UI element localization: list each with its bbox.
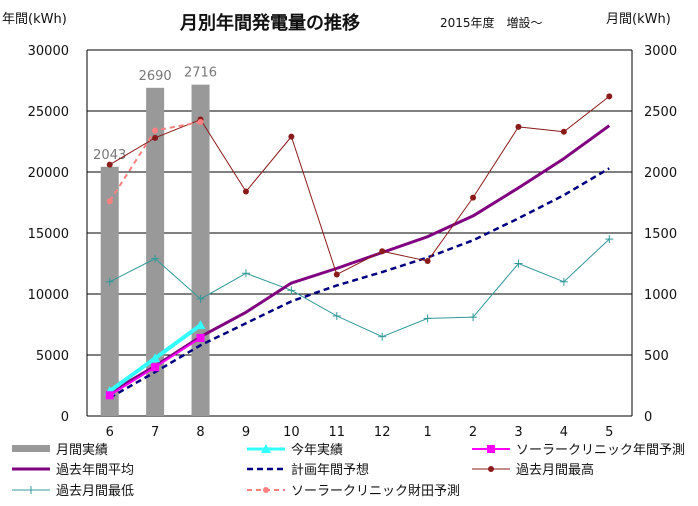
left-tick-label: 25000 (28, 105, 69, 120)
left-tick-label: 30000 (28, 44, 69, 59)
data-point (488, 466, 494, 472)
series-line-plan (109, 167, 610, 399)
right-tick-label: 2000 (644, 166, 677, 181)
legend-label: 過去月間最低 (56, 484, 134, 499)
x-tick-label: 8 (196, 425, 204, 440)
data-point (197, 118, 204, 125)
data-point (105, 391, 114, 400)
data-point (195, 320, 206, 330)
x-tick-label: 11 (329, 425, 346, 440)
data-point (152, 127, 159, 134)
data-point (263, 487, 269, 493)
legend-label: 過去月間最高 (516, 462, 594, 478)
series-line-past-max (109, 95, 610, 275)
chart-subtitle: 2015年度 増設～ (440, 15, 543, 30)
x-tick-label: 12 (374, 425, 391, 440)
x-tick-label: 3 (514, 425, 522, 440)
series-line-past-min (109, 238, 610, 338)
legend-swatch (12, 445, 50, 452)
x-tick-label: 10 (283, 425, 300, 440)
bar-data-label: 2716 (184, 66, 217, 81)
left-tick-label: 10000 (28, 288, 69, 303)
x-tick-label: 4 (560, 425, 568, 440)
data-point (150, 353, 161, 363)
data-point (151, 363, 160, 372)
data-point (288, 133, 295, 140)
data-point (424, 258, 431, 265)
bar-data-label: 2690 (139, 69, 172, 84)
x-tick-label: 5 (605, 425, 613, 440)
legend-label: ソーラークリニック財田予測 (291, 484, 460, 499)
right-axis: 0 500 1000 1500 2000 2500 3000 (644, 44, 677, 425)
right-tick-label: 500 (644, 349, 669, 364)
data-point (470, 194, 477, 201)
data-point (152, 134, 159, 141)
left-axis-label: 年間(kWh) (2, 12, 67, 27)
data-point (242, 188, 249, 195)
legend-label: ソーラークリニック年間予測 (516, 443, 685, 458)
data-point (606, 93, 613, 100)
data-point (261, 444, 271, 453)
chart-title: 月別年間発電量の推移 (179, 12, 360, 34)
data-point (515, 123, 522, 130)
x-tick-label: 7 (151, 425, 159, 440)
x-tick-label: 2 (469, 425, 477, 440)
legend-label: 今年実績 (291, 442, 343, 458)
left-tick-label: 0 (61, 410, 69, 425)
data-point (333, 271, 340, 278)
data-point (106, 161, 113, 168)
bar (191, 84, 210, 416)
x-tick-label: 9 (242, 425, 250, 440)
data-point (379, 248, 386, 255)
right-tick-label: 0 (644, 410, 652, 425)
right-tick-label: 1500 (644, 227, 677, 242)
legend-label: 過去年間平均 (56, 463, 134, 478)
left-tick-label: 5000 (36, 349, 69, 364)
x-axis: 6 7 8 9 10 11 12 1 2 3 4 5 (106, 425, 614, 440)
series-line-past-avg (108, 124, 611, 395)
x-tick-label: 1 (423, 425, 431, 440)
left-tick-label: 15000 (28, 227, 69, 242)
data-point (196, 333, 205, 342)
left-axis: 0 5000 10000 15000 20000 25000 30000 (28, 44, 69, 425)
bar (146, 87, 165, 416)
legend-label: 計画年間予想 (291, 462, 369, 478)
left-tick-label: 20000 (28, 166, 69, 181)
right-tick-label: 2500 (644, 105, 677, 120)
data-point (560, 128, 567, 135)
right-tick-label: 1000 (644, 288, 677, 303)
line-series (104, 93, 614, 400)
bar (100, 166, 119, 416)
x-tick-label: 6 (106, 425, 114, 440)
right-tick-label: 3000 (644, 44, 677, 59)
data-point (487, 445, 495, 453)
legend-label: 月間実績 (56, 442, 108, 458)
bar-data-label: 2043 (93, 148, 126, 163)
right-axis-label: 月間(kWh) (606, 12, 671, 27)
grid (86, 49, 633, 417)
data-point (106, 198, 113, 205)
